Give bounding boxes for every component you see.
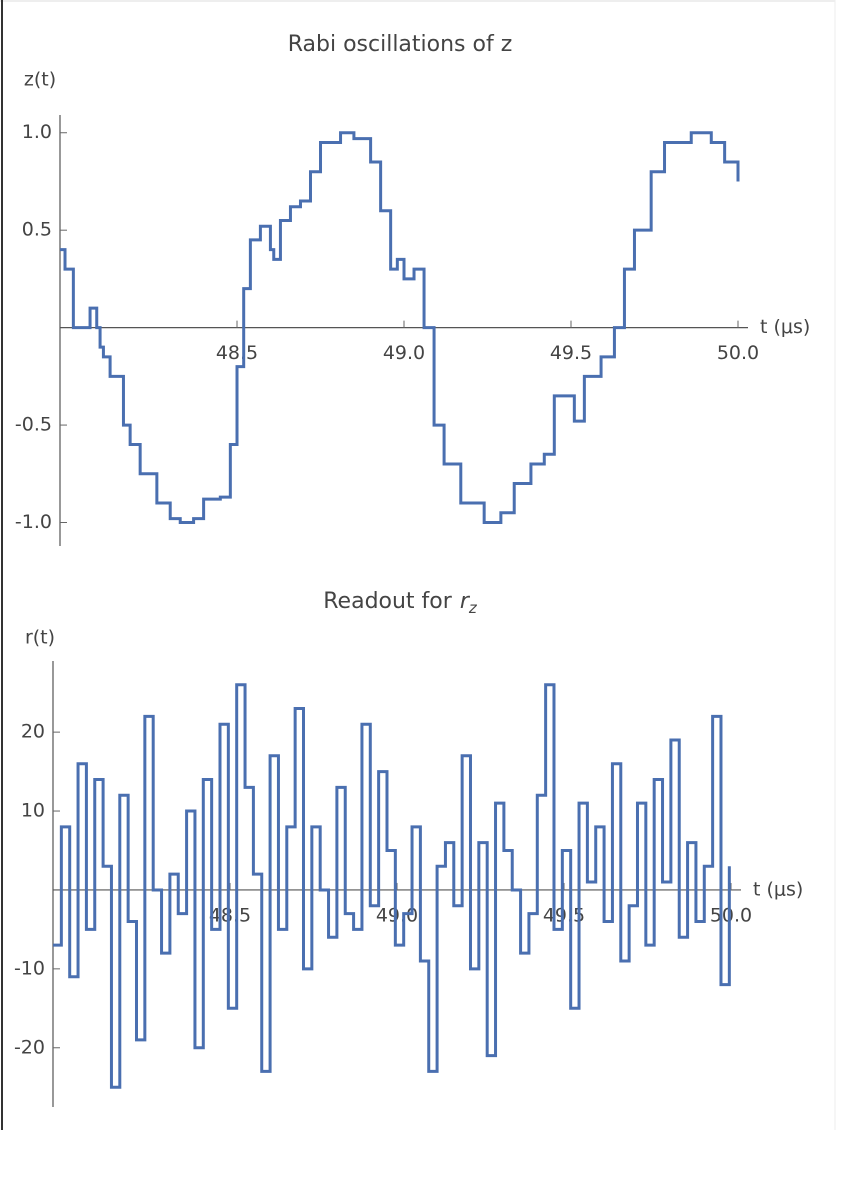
x-axis-label: t (μs) bbox=[753, 878, 803, 900]
x-tick-label: 48.5 bbox=[209, 904, 251, 926]
x-tick-label: 50.0 bbox=[717, 342, 759, 364]
y-tick-label: -10 bbox=[14, 957, 45, 979]
x-tick-label: 49.0 bbox=[383, 342, 425, 364]
y-tick-label: -0.5 bbox=[15, 414, 52, 436]
title-math: r bbox=[460, 589, 471, 614]
title-subscript: z bbox=[468, 599, 478, 617]
x-tick-label: 48.5 bbox=[216, 342, 258, 364]
y-tick-label: 1.0 bbox=[22, 121, 52, 143]
y-tick-label: -20 bbox=[14, 1036, 45, 1058]
y-tick-label: 0.5 bbox=[22, 219, 52, 241]
y-axis-label: r(t) bbox=[25, 627, 55, 649]
y-tick-label: 20 bbox=[21, 721, 45, 743]
title-text: Readout for bbox=[323, 589, 453, 614]
chart-title: Rabi oscillations of z bbox=[288, 32, 513, 57]
x-axis-label: t (μs) bbox=[760, 316, 810, 338]
data-line bbox=[60, 131, 740, 525]
x-tick-label: 49.0 bbox=[376, 904, 418, 926]
y-tick-label: -1.0 bbox=[15, 511, 52, 533]
y-axis-label: z(t) bbox=[24, 69, 56, 91]
x-tick-label: 49.5 bbox=[550, 342, 592, 364]
x-tick-label: 50.0 bbox=[710, 904, 752, 926]
data-line bbox=[53, 683, 731, 1089]
title-text: Rabi oscillations of z bbox=[288, 32, 513, 57]
y-tick-label: 10 bbox=[21, 800, 45, 822]
chart-title: Readout for rz bbox=[323, 589, 478, 617]
